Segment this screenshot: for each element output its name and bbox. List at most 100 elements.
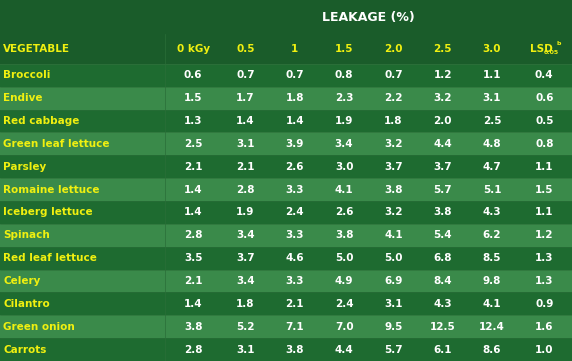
Bar <box>319 201 369 224</box>
Bar <box>165 34 221 64</box>
Bar <box>270 270 319 292</box>
Text: 0.9: 0.9 <box>535 299 554 309</box>
Text: VEGETABLE: VEGETABLE <box>3 44 70 54</box>
Bar <box>0 132 165 155</box>
Bar <box>270 132 319 155</box>
Text: 3.4: 3.4 <box>236 230 255 240</box>
Text: 3.0: 3.0 <box>483 44 501 54</box>
Text: Endive: Endive <box>3 93 43 103</box>
Text: 1.3: 1.3 <box>184 116 202 126</box>
Text: 2.8: 2.8 <box>184 344 202 355</box>
Bar <box>517 110 572 132</box>
Text: 6.9: 6.9 <box>384 276 403 286</box>
Text: 1.1: 1.1 <box>483 70 501 81</box>
Bar <box>369 34 418 64</box>
Text: 1.9: 1.9 <box>236 208 255 217</box>
Text: 1.2: 1.2 <box>434 70 452 81</box>
Bar <box>517 315 572 338</box>
Bar <box>467 201 517 224</box>
Bar <box>0 338 165 361</box>
Text: 3.7: 3.7 <box>236 253 255 263</box>
Text: 12.4: 12.4 <box>479 322 505 332</box>
Bar <box>467 132 517 155</box>
Text: 0.7: 0.7 <box>384 70 403 81</box>
Text: LEAKAGE (%): LEAKAGE (%) <box>323 10 415 24</box>
Bar <box>517 292 572 315</box>
Bar <box>221 87 270 110</box>
Bar <box>467 338 517 361</box>
Text: 6.2: 6.2 <box>483 230 501 240</box>
Text: 1.5: 1.5 <box>335 44 353 54</box>
Text: 3.8: 3.8 <box>335 230 353 240</box>
Bar <box>0 201 165 224</box>
Text: 1.3: 1.3 <box>535 276 554 286</box>
Bar <box>165 132 221 155</box>
Text: 1.1: 1.1 <box>535 208 554 217</box>
Text: 3.3: 3.3 <box>285 230 304 240</box>
Text: 3.1: 3.1 <box>236 344 255 355</box>
Bar <box>319 34 369 64</box>
Bar <box>319 155 369 178</box>
Text: 3.0: 3.0 <box>335 162 353 172</box>
Text: 3.8: 3.8 <box>434 208 452 217</box>
Text: Iceberg lettuce: Iceberg lettuce <box>3 208 93 217</box>
Text: 4.1: 4.1 <box>384 230 403 240</box>
Text: 4.6: 4.6 <box>285 253 304 263</box>
Text: 6.1: 6.1 <box>434 344 452 355</box>
Text: 3.8: 3.8 <box>285 344 304 355</box>
Bar <box>221 292 270 315</box>
Bar <box>467 87 517 110</box>
Bar <box>319 87 369 110</box>
Bar <box>418 64 467 87</box>
Text: 2.5: 2.5 <box>434 44 452 54</box>
Text: 3.2: 3.2 <box>384 208 403 217</box>
Bar <box>165 87 221 110</box>
Bar <box>0 315 165 338</box>
Text: 4.1: 4.1 <box>483 299 501 309</box>
Bar <box>369 64 418 87</box>
Bar <box>270 178 319 201</box>
Text: 8.5: 8.5 <box>483 253 501 263</box>
Text: Romaine lettuce: Romaine lettuce <box>3 184 100 195</box>
Bar <box>517 338 572 361</box>
Bar <box>319 270 369 292</box>
Text: 1.1: 1.1 <box>535 162 554 172</box>
Bar <box>0 292 165 315</box>
Text: 1.4: 1.4 <box>184 299 202 309</box>
Bar <box>221 34 270 64</box>
Bar <box>0 34 165 64</box>
Text: 1.6: 1.6 <box>535 322 554 332</box>
Text: 3.1: 3.1 <box>236 139 255 149</box>
Text: 2.6: 2.6 <box>335 208 353 217</box>
Text: 8.6: 8.6 <box>483 344 501 355</box>
Text: 3.1: 3.1 <box>483 93 501 103</box>
Text: 0.7: 0.7 <box>236 70 255 81</box>
Bar <box>369 338 418 361</box>
Text: 1.5: 1.5 <box>184 93 202 103</box>
Bar <box>418 34 467 64</box>
Bar <box>270 315 319 338</box>
Bar <box>0 87 165 110</box>
Bar <box>221 64 270 87</box>
Bar <box>270 201 319 224</box>
Text: 0 kGy: 0 kGy <box>177 44 210 54</box>
Bar <box>0 270 165 292</box>
Bar <box>517 270 572 292</box>
Text: 3.4: 3.4 <box>236 276 255 286</box>
Text: b: b <box>557 41 561 46</box>
Bar <box>221 132 270 155</box>
Text: 2.1: 2.1 <box>236 162 255 172</box>
Text: 5.4: 5.4 <box>434 230 452 240</box>
Bar <box>418 87 467 110</box>
Bar <box>270 110 319 132</box>
Text: 3.8: 3.8 <box>384 184 403 195</box>
Text: 1.4: 1.4 <box>184 184 202 195</box>
Text: 2.5: 2.5 <box>184 139 202 149</box>
Bar <box>0 155 165 178</box>
Bar <box>319 315 369 338</box>
Text: 3.3: 3.3 <box>285 276 304 286</box>
Bar <box>467 178 517 201</box>
Bar <box>418 178 467 201</box>
Bar <box>517 178 572 201</box>
Text: Red leaf lettuce: Red leaf lettuce <box>3 253 97 263</box>
